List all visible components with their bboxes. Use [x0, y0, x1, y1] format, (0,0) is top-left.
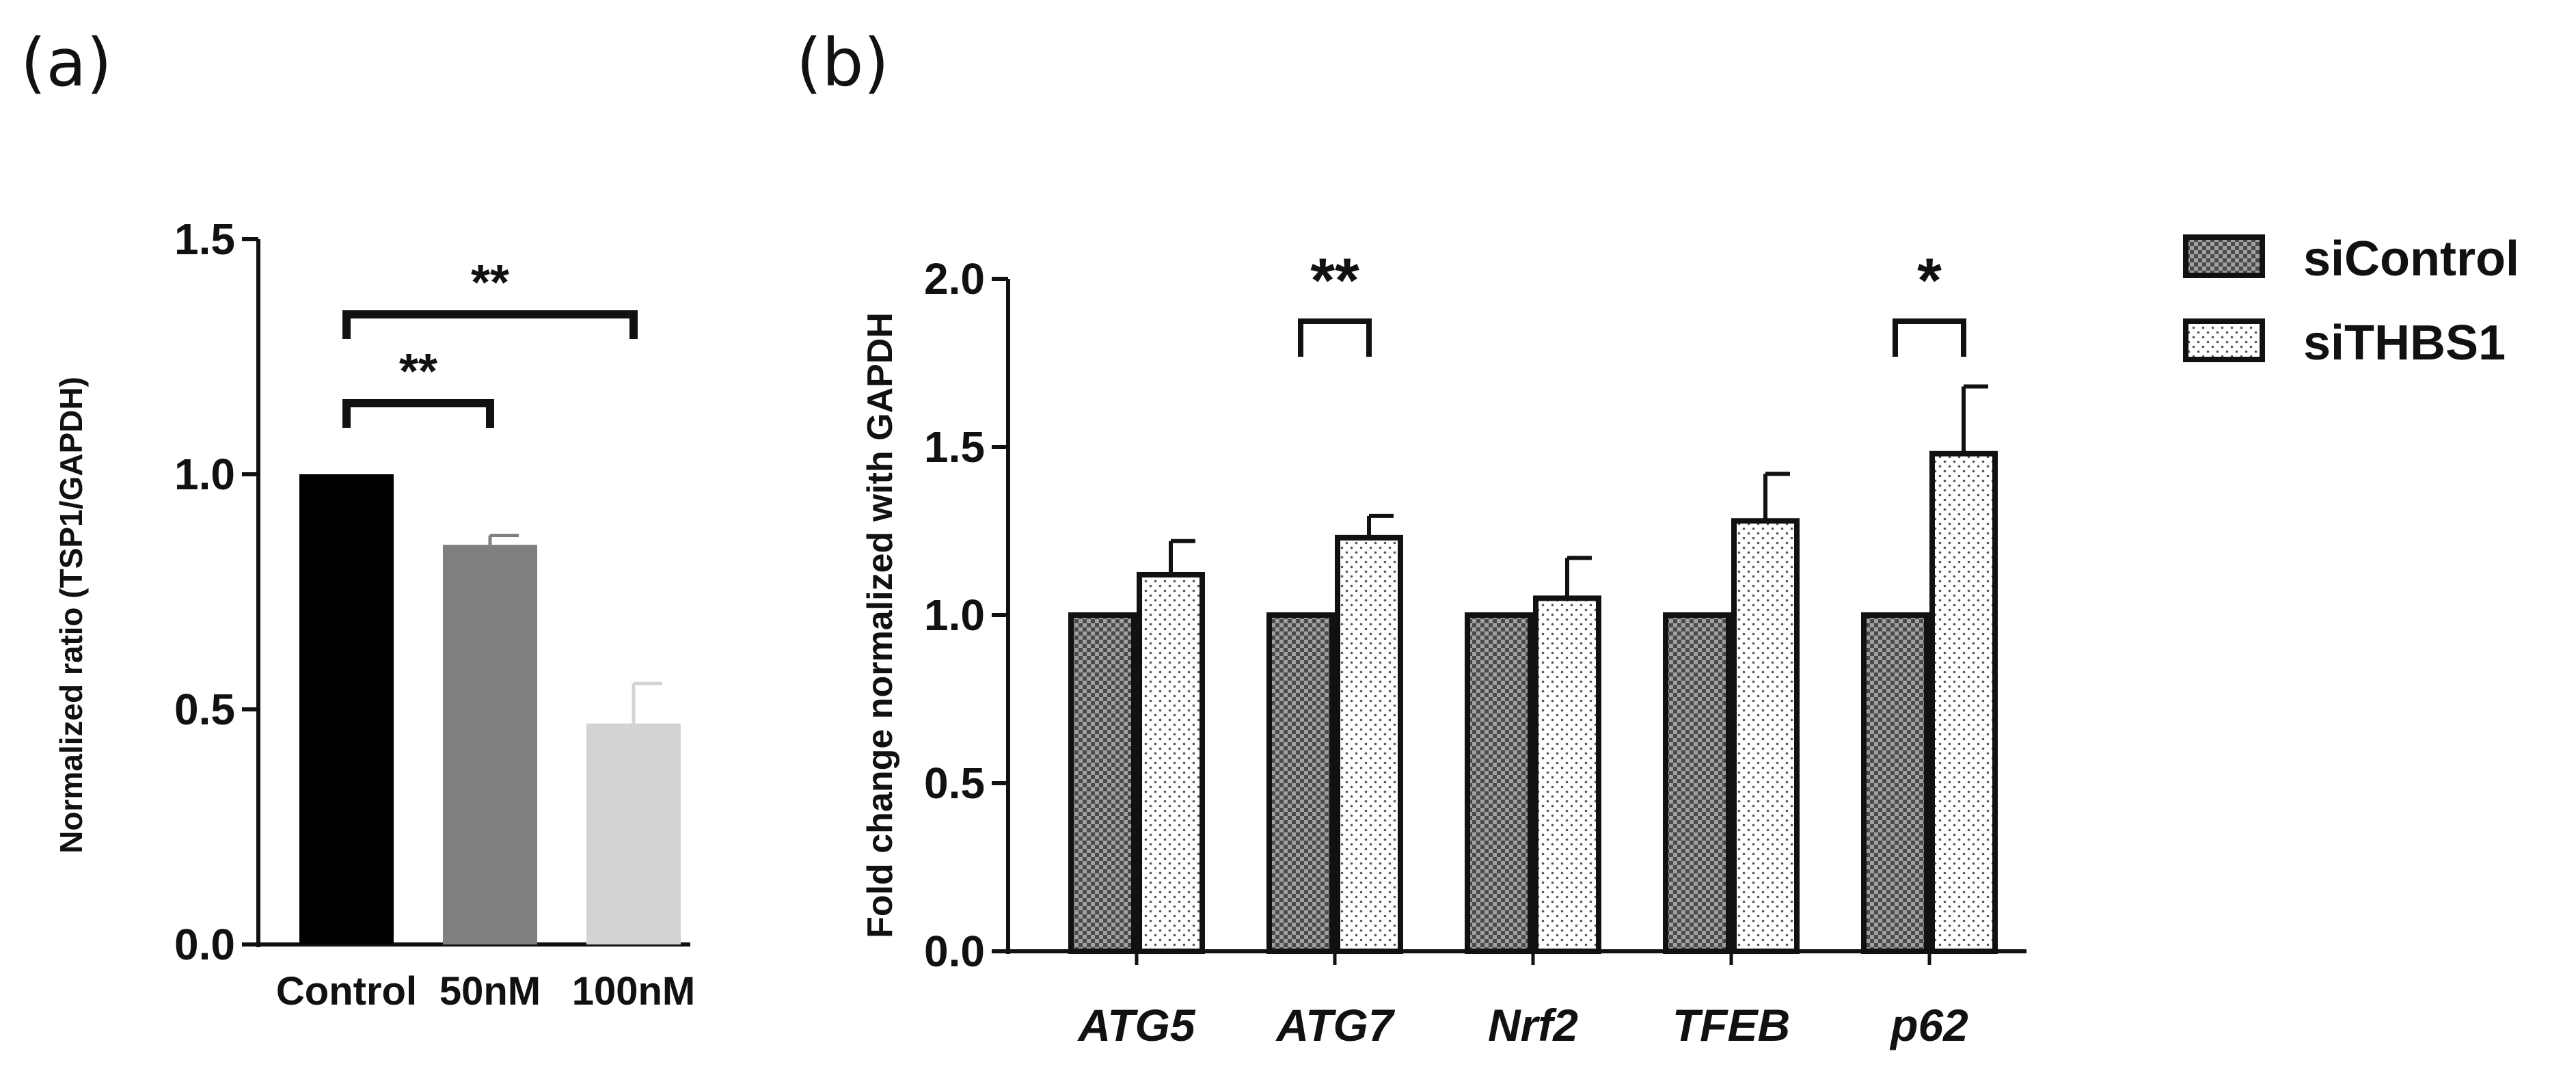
panel-b-y-tick-label: 1.0 — [924, 590, 985, 640]
panel-a-y-axis-title: Normalized ratio (TSP1/GAPDH) — [53, 377, 89, 854]
panel-b-significance-bracket — [1298, 318, 1372, 357]
panel-b-category-label: ATG5 — [1076, 1000, 1195, 1050]
panel-b-category-label: TFEB — [1672, 1000, 1790, 1050]
panel-b-significance-bracket — [1893, 318, 1966, 357]
panel-b-bar-siTHBS1 — [1929, 450, 1998, 954]
panel-b-y-tick-label: 0.0 — [924, 927, 985, 976]
panel-a-y-tick-label: 1.5 — [174, 215, 235, 264]
panel-b-category-label: Nrf2 — [1488, 1000, 1578, 1050]
panel-b-bar-siTHBS1 — [1335, 534, 1403, 954]
panel-b-bar-siControl — [1861, 612, 1929, 954]
legend-label-siTHBS1: siTHBS1 — [2303, 316, 2506, 370]
panel-b-bar-siTHBS1 — [1731, 518, 1800, 954]
panel-a-bar — [586, 723, 681, 944]
panel-a-category-label: Control — [276, 969, 417, 1013]
panel-b-category-label: p62 — [1889, 1000, 1968, 1050]
panel-a-category-label: 100nM — [572, 969, 696, 1013]
panel-b-y-tick-label: 1.5 — [924, 422, 985, 472]
panel-b-bar-siTHBS1 — [1533, 595, 1601, 954]
panel-a-bar — [443, 545, 537, 944]
panel-b-significance-label: ** — [1310, 246, 1359, 316]
panel-b-bar-siControl — [1663, 612, 1731, 954]
panel-b-chart: Fold change normalized with GAPDH ** * 0.… — [860, 232, 2519, 1050]
panel-b-legend: siControl siTHBS1 — [2183, 232, 2519, 370]
panel-b-y-tick-label: 0.5 — [924, 759, 985, 808]
panel-b-label: (b) — [796, 25, 889, 101]
panel-a-y-tick-label: 0.5 — [174, 685, 235, 734]
panel-a-significance-bracket — [342, 310, 638, 339]
panel-b-significance-label: * — [1917, 246, 1942, 316]
panel-b-y-tick-label: 2.0 — [924, 254, 985, 303]
panel-b-bar-siControl — [1266, 612, 1335, 954]
panel-b-bar-siControl — [1068, 612, 1137, 954]
panel-a-significance-bracket — [342, 399, 494, 428]
panel-b-bar-siControl — [1465, 612, 1533, 954]
legend-label-siControl: siControl — [2303, 232, 2519, 286]
panel-a-significance-label: ** — [471, 256, 509, 310]
panel-b-category-label: ATG7 — [1275, 1000, 1395, 1050]
panel-a-significance-label: ** — [399, 344, 437, 399]
legend-swatch-siTHBS1 — [2183, 318, 2265, 362]
panel-a-category-label: 50nM — [439, 969, 541, 1013]
panel-a-y-tick-label: 1.0 — [174, 450, 235, 499]
panel-a-chart: Normalized ratio (TSP1/GAPDH) ** ** 0.0 0.… — [53, 215, 695, 1013]
panel-b-bar-siTHBS1 — [1137, 571, 1205, 954]
panel-a-label: (a) — [21, 25, 112, 101]
panel-b-y-axis-title: Fold change normalized with GAPDH — [860, 312, 900, 938]
panel-a-bar — [299, 474, 394, 944]
panel-a-y-tick-label: 0.0 — [174, 920, 235, 969]
legend-swatch-siControl — [2183, 234, 2265, 278]
